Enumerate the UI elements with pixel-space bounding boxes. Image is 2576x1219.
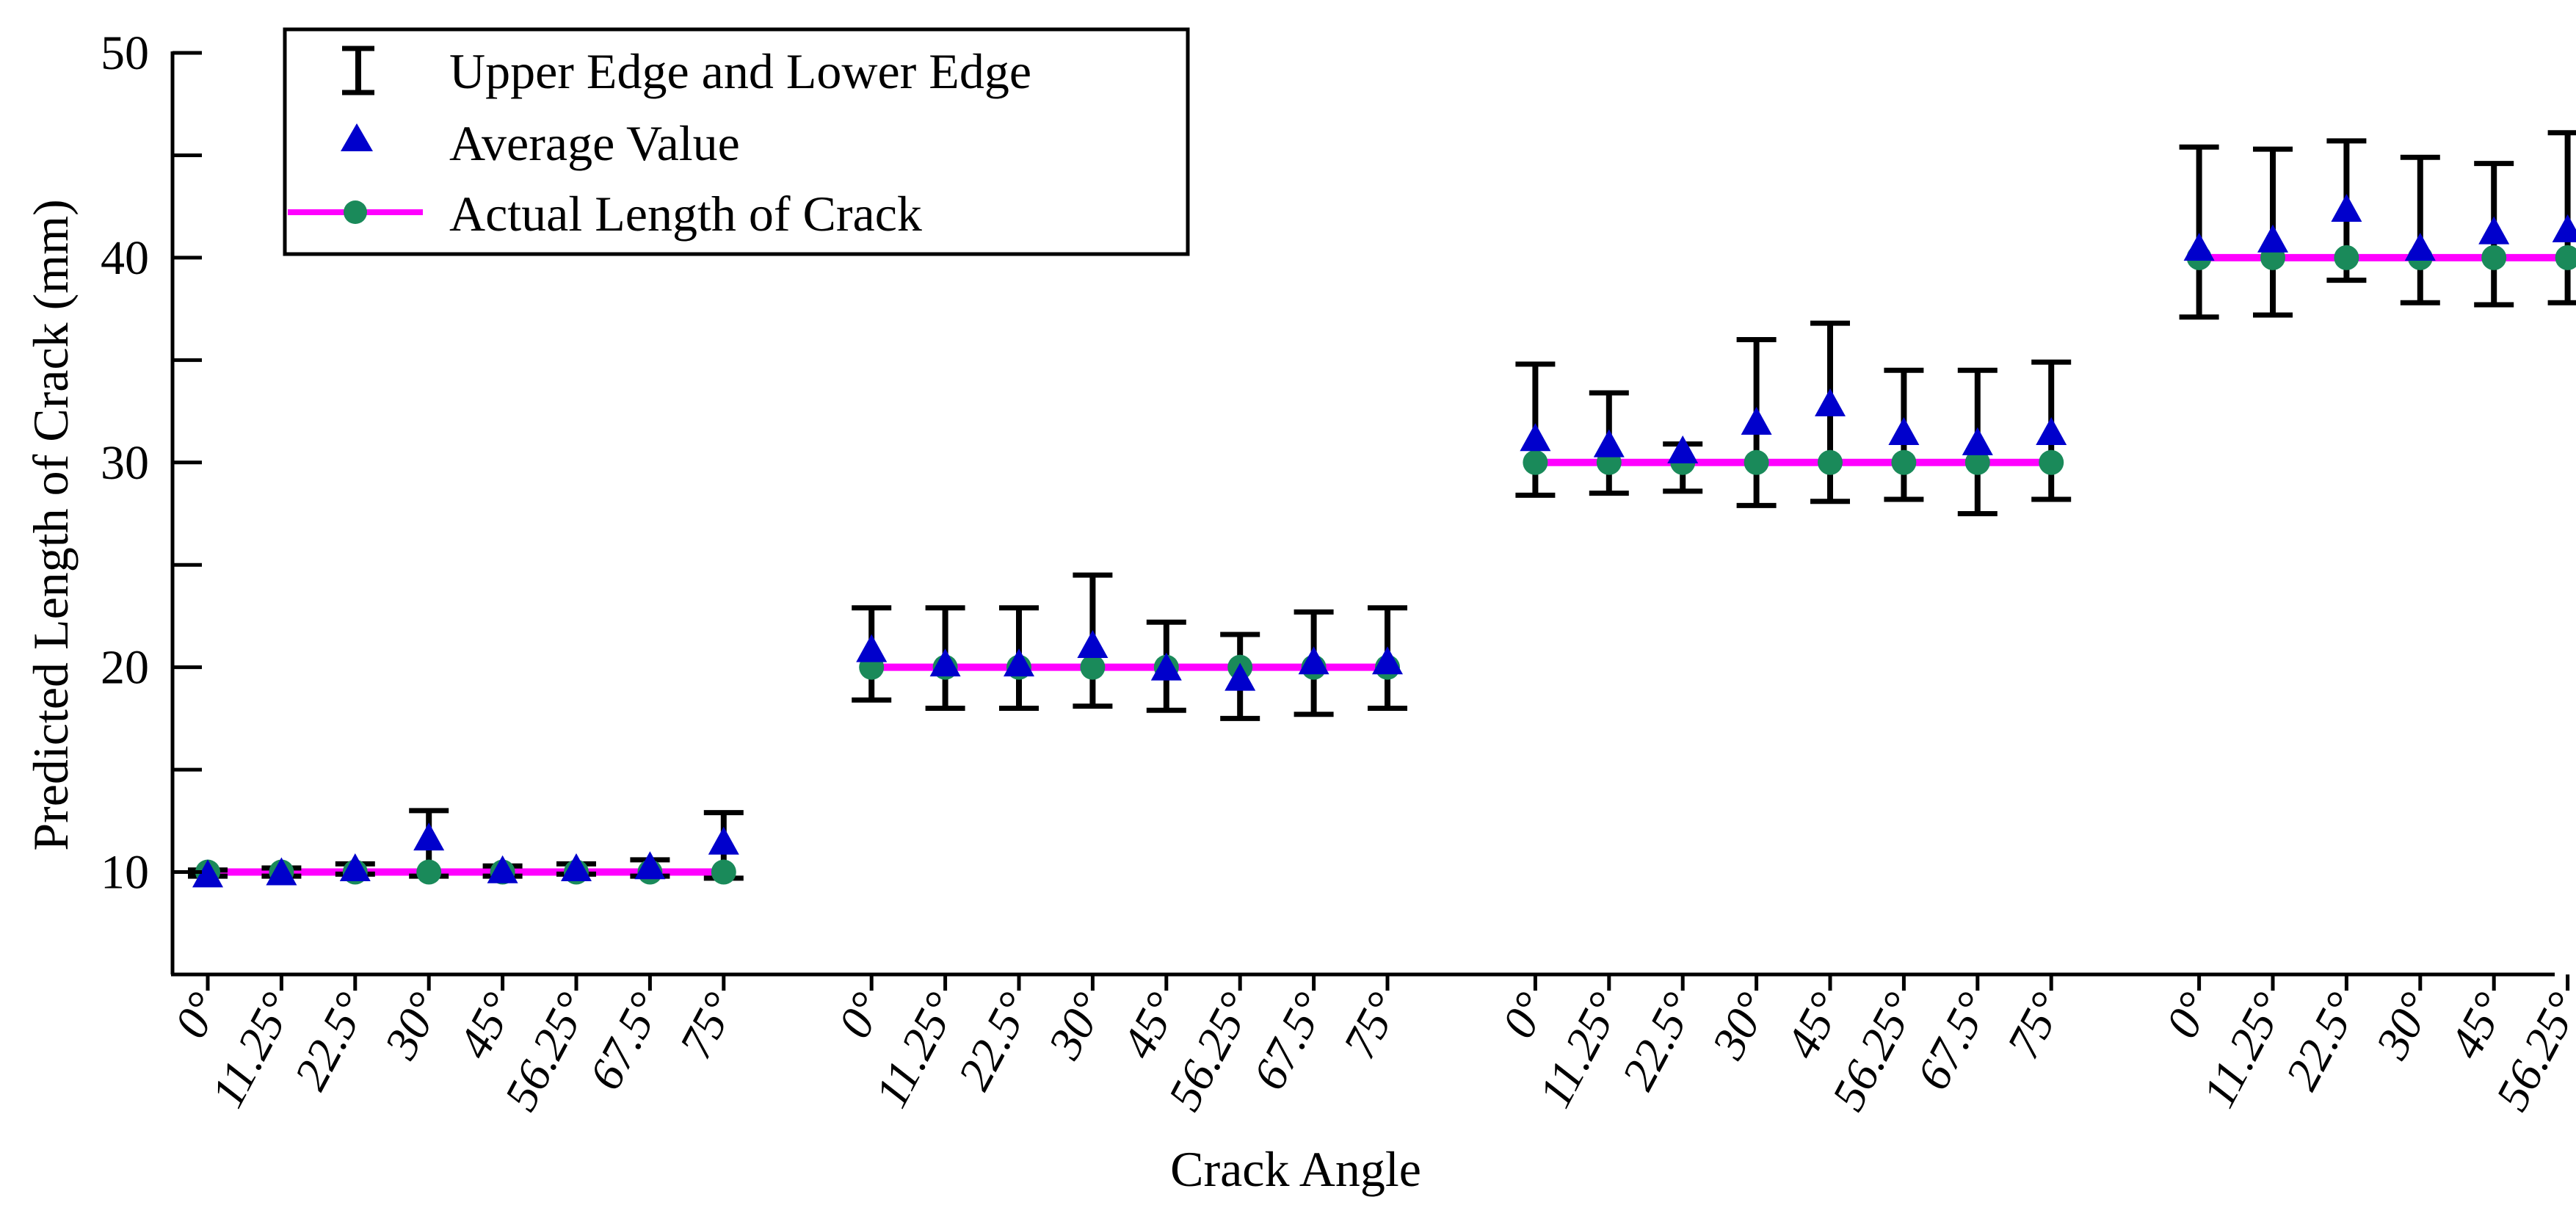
x-tick-label: 67.5° — [1906, 984, 2000, 1098]
average-value-point — [2552, 214, 2576, 242]
average-value-point — [1372, 646, 1403, 675]
x-tick-label: 30° — [2365, 984, 2442, 1067]
average-value-point — [487, 855, 518, 883]
actual-length-point — [1818, 449, 1843, 475]
x-tick-label: 75° — [1997, 984, 2074, 1066]
actual-length-point — [1523, 449, 1548, 475]
legend: Upper Edge and Lower Edge Average Value … — [283, 27, 1190, 256]
actual-length-point — [2555, 245, 2576, 270]
legend-item-average: Average Value — [341, 115, 740, 171]
average-value-point — [634, 851, 666, 880]
average-value-point — [192, 859, 223, 888]
average-value-point — [2478, 216, 2510, 245]
x-tick-label: 75° — [1333, 984, 1410, 1066]
actual-length-point — [1080, 654, 1106, 680]
average-value-point — [1593, 429, 1625, 457]
y-axis-title: Predicted Length of Crack (mm) — [23, 199, 79, 851]
actual-length-point — [1964, 449, 1990, 475]
actual-length-point — [416, 859, 442, 885]
average-value-point — [1004, 648, 1034, 677]
average-value-point — [929, 648, 961, 677]
x-axis-title: Crack Angle — [1170, 1141, 1421, 1197]
average-value-point — [2331, 193, 2362, 222]
actual-length-point — [2481, 245, 2507, 270]
x-tick-label: 0° — [164, 984, 231, 1046]
y-tick-label: 30 — [101, 436, 149, 490]
average-value-point — [1224, 662, 1256, 691]
y-tick-label: 50 — [101, 26, 149, 80]
error-bar — [2179, 144, 2219, 320]
legend-box — [283, 27, 1190, 256]
x-tick-label: 67.5° — [578, 984, 672, 1098]
x-tick-label: 30° — [1702, 984, 1779, 1067]
y-tick-label: 40 — [101, 231, 149, 285]
actual-length-point — [2039, 449, 2064, 475]
legend-label-average: Average Value — [449, 115, 740, 171]
legend-triangle-icon — [341, 123, 373, 151]
actual-length-point — [1744, 449, 1769, 475]
average-value-point — [1962, 427, 1993, 455]
y-tick-label: 20 — [101, 641, 149, 695]
actual-length-point — [2334, 245, 2359, 270]
x-tick-label: 0° — [828, 984, 894, 1046]
legend-label-errorbar: Upper Edge and Lower Edge — [449, 43, 1031, 99]
average-value-point — [2257, 224, 2288, 253]
average-value-point — [1150, 652, 1182, 681]
average-value-point — [1815, 388, 1846, 416]
x-tick-label: 22.5° — [2275, 984, 2368, 1098]
average-value-point — [266, 857, 297, 886]
average-value-point — [2183, 232, 2215, 261]
average-value-point — [1077, 629, 1109, 658]
x-tick-label: 67.5° — [1243, 984, 1336, 1098]
x-tick-label: 45° — [1111, 984, 1189, 1066]
average-value-point — [856, 634, 888, 662]
legend-item-actual: Actual Length of Crack — [288, 186, 922, 242]
average-value-point — [1888, 416, 1920, 445]
x-tick-label: 75° — [669, 984, 746, 1066]
y-tick-label: 10 — [101, 846, 149, 900]
actual-length-point — [1891, 449, 1917, 475]
average-value-point — [2036, 416, 2067, 445]
x-tick-label: 22.5° — [284, 984, 377, 1098]
legend-item-errorbar: Upper Edge and Lower Edge — [342, 43, 1031, 99]
average-value-point — [339, 853, 371, 881]
legend-label-actual: Actual Length of Crack — [449, 186, 922, 242]
average-value-point — [1667, 435, 1699, 464]
x-tick-label: 22.5° — [1611, 984, 1705, 1098]
x-tick-label: 45° — [2439, 984, 2517, 1066]
average-value-point — [1298, 646, 1329, 675]
x-tick-label: 30° — [1038, 984, 1115, 1067]
x-tick-label: 22.5° — [948, 984, 1041, 1098]
average-value-point — [561, 853, 592, 881]
average-value-point — [708, 826, 739, 855]
average-value-point — [1741, 407, 1772, 435]
x-tick-label: 30° — [374, 984, 451, 1067]
x-tick-label: 0° — [2155, 984, 2221, 1046]
x-tick-label: 45° — [448, 984, 525, 1066]
error-bar — [2547, 130, 2576, 305]
legend-circle-icon — [344, 200, 367, 224]
average-value-point — [2404, 232, 2436, 261]
error-bar — [2400, 154, 2440, 305]
average-value-point — [1520, 423, 1551, 452]
average-value-point — [413, 822, 445, 851]
x-tick-label: 0° — [1492, 984, 1558, 1046]
x-tick-label: 45° — [1776, 984, 1853, 1066]
actual-length-point — [711, 859, 736, 885]
